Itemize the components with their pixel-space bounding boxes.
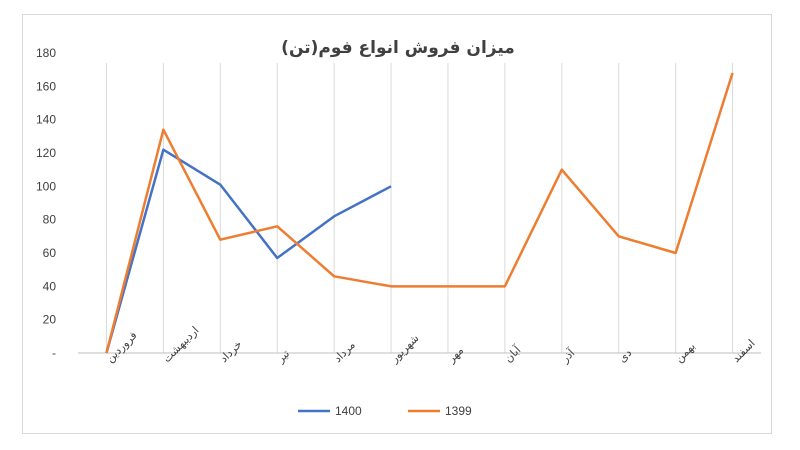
legend-label-1400: 1400 [335,404,362,418]
legend: 1400 1399 [298,404,472,418]
grid-layer [105,63,734,353]
y-tick-label: 180 [36,46,56,60]
y-tick-label: 100 [36,179,56,193]
line-chart: میزان فروش انواع فوم(تن) - 20 40 60 80 100 120… [36,38,761,418]
series-layer [105,72,734,354]
y-tick-label: 60 [43,246,57,260]
x-tick-label: آذر [557,345,578,366]
x-tick-label: اسفند [729,337,757,365]
y-tick-label: 160 [36,79,56,93]
y-tick-label: 140 [36,113,56,127]
x-tick-label: اردیبهشت [160,324,201,365]
y-tick-label: 120 [36,146,56,160]
series-line-1399 [105,72,734,354]
x-tick-label: بهمن [673,340,698,365]
x-tick-label: شهریور [387,332,421,366]
legend-label-1399: 1399 [445,404,472,418]
x-tick-label: تیر [273,347,292,366]
x-tick-label: مرداد [331,338,358,365]
y-tick-label: 80 [43,213,57,227]
y-tick-label: 20 [43,313,57,327]
series-line-1400 [105,148,392,354]
chart-frame: میزان فروش انواع فوم(تن) - 20 40 60 80 100 120… [22,14,772,434]
y-tick-label: - [52,346,56,360]
chart-title: میزان فروش انواع فوم(تن) [281,38,515,58]
y-tick-label: 40 [43,279,57,293]
x-tick-label: خرداد [217,338,244,365]
